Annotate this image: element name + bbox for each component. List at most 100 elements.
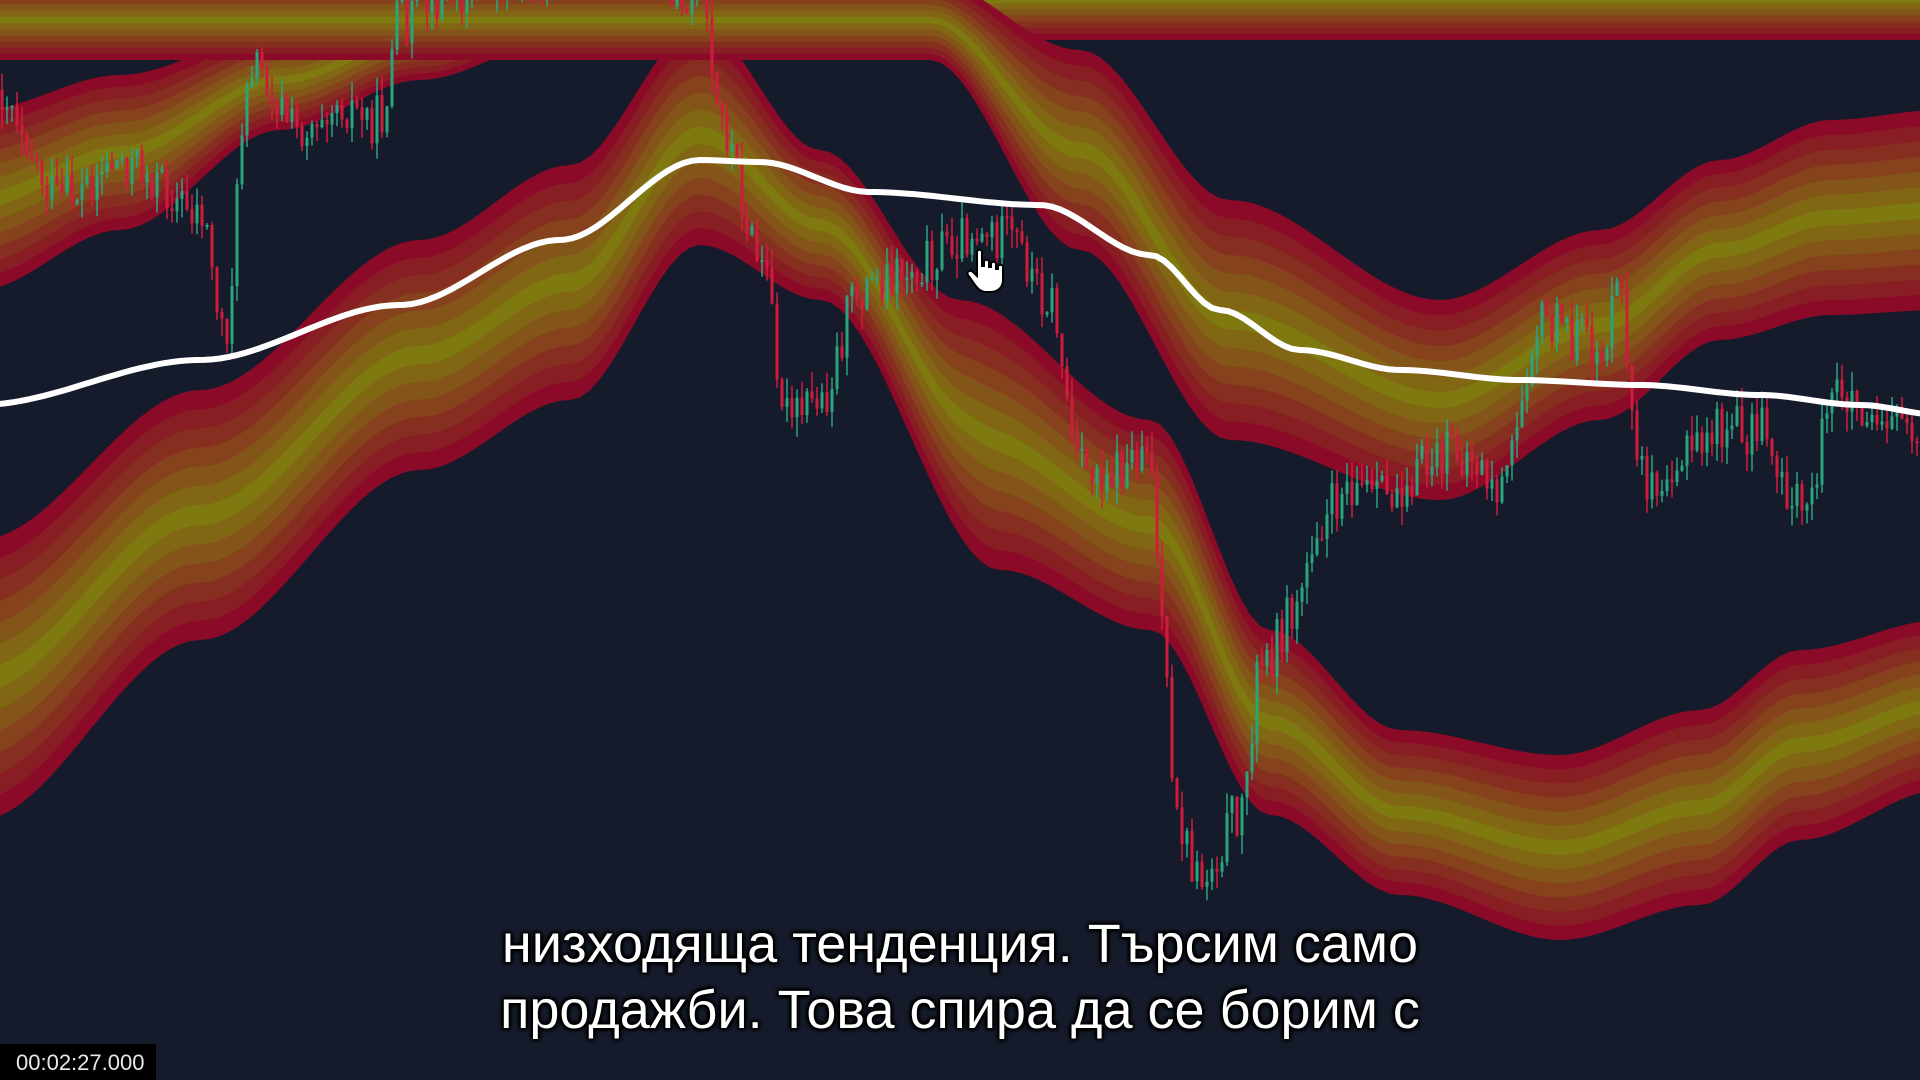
band-upper-left-layer <box>0 0 1920 260</box>
candle-body <box>365 108 369 120</box>
candle-body <box>680 0 684 10</box>
candle-body <box>1115 451 1119 488</box>
candle-body <box>55 175 59 183</box>
candle-body <box>920 282 924 285</box>
candle-body <box>1110 474 1114 488</box>
candle-body <box>740 161 744 219</box>
candle-body <box>1850 390 1854 412</box>
candle-body <box>1570 318 1574 361</box>
candle-body <box>970 238 974 255</box>
candle-body <box>105 163 109 173</box>
candle-body <box>1865 422 1869 426</box>
candle-body <box>1165 615 1169 678</box>
candle-body <box>805 391 809 416</box>
candle-body <box>895 258 899 294</box>
candle-body <box>60 183 64 192</box>
candle-body <box>1280 619 1284 652</box>
candle-body <box>1705 432 1709 453</box>
candle-body <box>155 172 159 198</box>
candle-body <box>1595 352 1599 365</box>
candle-body <box>1465 452 1469 475</box>
candle-body <box>995 221 999 259</box>
candle-body <box>435 0 439 19</box>
candle-body <box>1675 470 1679 483</box>
candle-body <box>850 285 854 297</box>
candle-body <box>300 126 304 146</box>
candle-body <box>815 398 819 409</box>
candle-body <box>1585 319 1589 327</box>
candle-body <box>1100 468 1104 492</box>
candle-body <box>395 1 399 50</box>
candle-body <box>1760 407 1764 441</box>
candle-body <box>1910 422 1914 441</box>
candle-body <box>855 285 859 300</box>
candle-body <box>110 163 114 169</box>
candle-body <box>1710 432 1714 445</box>
candle-body <box>1495 479 1499 503</box>
candle-body <box>1815 484 1819 488</box>
candle-body <box>360 107 364 120</box>
candle-body <box>1645 455 1649 500</box>
candle-body <box>720 103 724 114</box>
candle-body <box>950 236 954 256</box>
candle-body <box>1835 379 1839 393</box>
candle-body <box>255 52 259 79</box>
candle-body <box>1890 416 1894 429</box>
candle-body <box>1350 481 1354 505</box>
candle-body <box>930 241 934 280</box>
candle-body <box>990 221 994 238</box>
candle-body <box>355 100 359 108</box>
candle-body <box>830 389 834 413</box>
candle-body <box>1015 229 1019 232</box>
candle-body <box>230 286 234 344</box>
candle-body <box>115 159 119 169</box>
candle-body <box>1415 458 1419 496</box>
candle-body <box>440 0 444 19</box>
candle-body <box>1075 438 1079 451</box>
candle-body <box>430 0 434 12</box>
candle-body <box>1420 445 1424 459</box>
candle-body <box>1225 813 1229 863</box>
candle-body <box>1405 485 1409 507</box>
candle-body <box>1505 465 1509 477</box>
candle-body <box>875 278 879 281</box>
moving-average-line <box>0 157 1920 417</box>
candle-body <box>790 398 794 418</box>
candle-body <box>1060 333 1064 367</box>
band-main-lower-layer <box>0 75 1920 898</box>
candle-body <box>1370 480 1374 489</box>
candle-body <box>1430 467 1434 476</box>
candle-body <box>1290 597 1294 629</box>
candle-body <box>335 104 339 114</box>
candle-body <box>1580 319 1584 321</box>
candle-body <box>400 0 404 2</box>
candle-body <box>1725 429 1729 448</box>
candle-body <box>270 95 274 105</box>
candle-body <box>240 135 244 185</box>
candle-body <box>1745 442 1749 455</box>
candle-body <box>1535 336 1539 356</box>
candle-body <box>165 168 169 209</box>
candle-body <box>835 346 839 389</box>
candle-body <box>1025 242 1029 282</box>
candle-body <box>915 271 919 283</box>
candle-body <box>1215 868 1219 872</box>
candle-body <box>955 255 959 259</box>
candle-body <box>1095 468 1099 485</box>
candle-body <box>705 0 709 18</box>
candle-body <box>1545 302 1549 316</box>
candle-body <box>925 241 929 283</box>
candle-body <box>310 124 314 138</box>
candle-body <box>245 86 249 136</box>
candle-body <box>820 392 824 409</box>
band-main-lower-layer <box>0 92 1920 884</box>
candle-body <box>40 161 44 185</box>
candle-body <box>1335 483 1339 519</box>
candle-body <box>1300 587 1304 602</box>
candle-body <box>1685 435 1689 466</box>
candle-body <box>10 106 14 109</box>
candle-body <box>295 108 299 127</box>
candle-body <box>1000 216 1004 259</box>
candle-body <box>465 0 469 14</box>
